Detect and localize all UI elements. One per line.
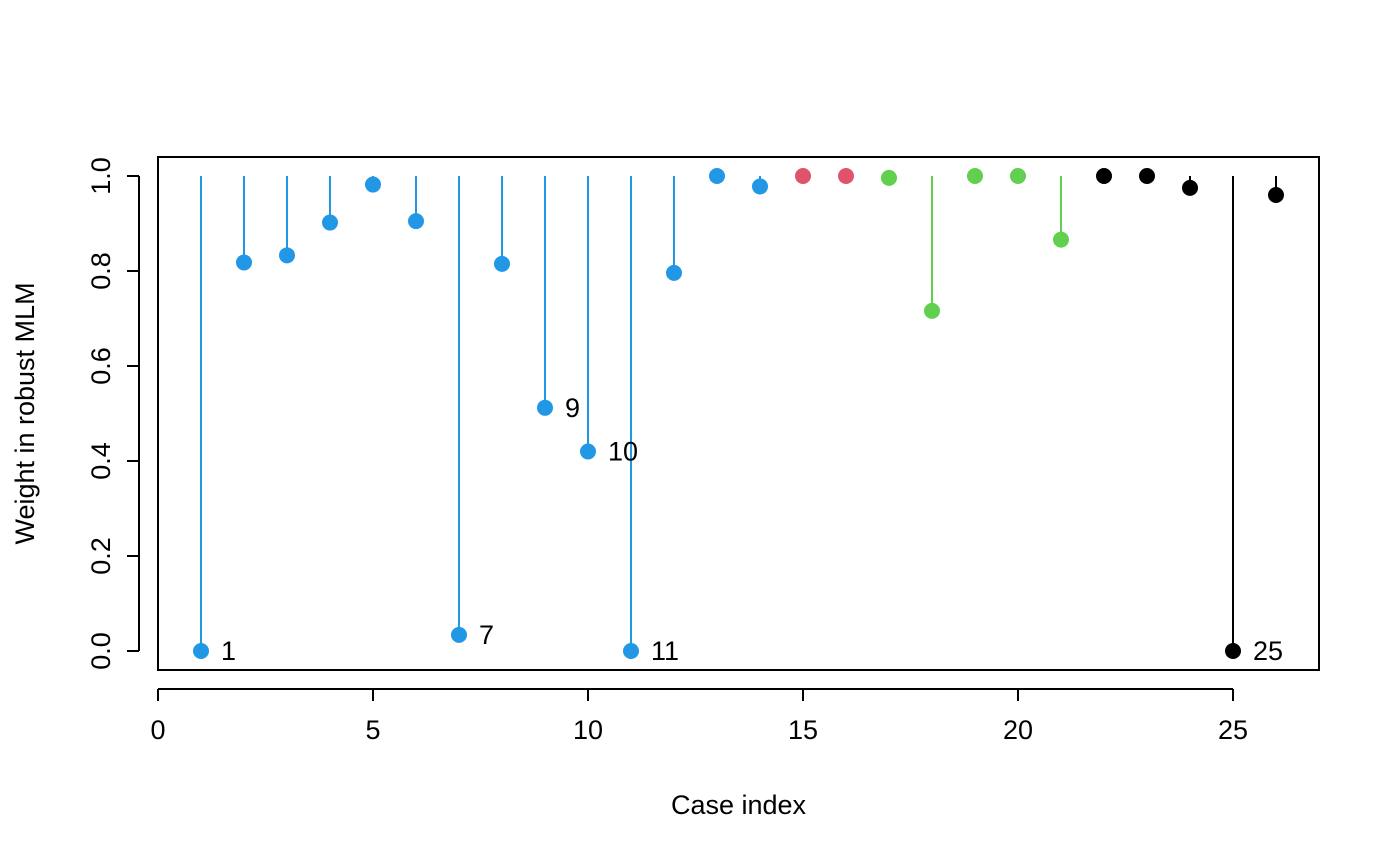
weight-point [967,168,983,184]
weight-point [752,178,768,195]
weight-point [1096,168,1112,184]
y-tick-label: 0.0 [86,632,116,670]
weight-point [924,302,940,319]
weight-point [408,213,424,230]
x-tick-label: 5 [365,715,380,745]
weight-point [193,643,209,659]
weight-point [881,169,897,186]
x-tick-label: 20 [1003,715,1033,745]
weight-point [537,399,553,416]
case-label: 1 [221,636,236,666]
weight-point [322,214,338,231]
weight-point [236,254,252,271]
case-label: 11 [651,636,679,666]
y-tick-label: 1.0 [86,157,116,195]
case-label: 10 [608,437,638,467]
weight-point [838,168,854,184]
y-tick-label: 0.2 [86,537,116,575]
weight-point [1053,231,1069,248]
weight-point [623,643,639,659]
weight-point [1139,168,1155,184]
y-tick-label: 0.6 [86,347,116,385]
weight-point [1225,643,1241,659]
point-layer [193,168,1284,659]
x-tick-label: 15 [788,715,818,745]
weight-point [1268,187,1284,203]
y-tick-label: 0.4 [86,442,116,480]
case-label: 9 [565,393,580,423]
weight-point [666,264,682,281]
case-label: 7 [479,620,494,650]
weight-point [365,176,381,193]
y-axis-label: Weight in robust MLM [10,282,40,544]
weight-point [709,168,725,184]
weight-point [795,168,811,184]
case-label: 25 [1253,636,1283,666]
weight-point [580,443,596,460]
x-axis: 0 5 10 15 20 25 [150,688,1248,745]
x-tick-label: 0 [150,715,165,745]
plot-frame [157,156,1320,671]
x-tick-label: 10 [573,715,603,745]
x-tick-label: 25 [1218,715,1248,745]
y-axis: 0.0 0.2 0.4 0.6 0.8 1.0 [86,157,140,670]
weight-point [1182,179,1198,196]
weight-point [494,255,510,272]
y-tick-label: 0.8 [86,252,116,290]
point-label-layer: 1 7 9 10 11 25 [221,393,1283,666]
weight-point [451,626,467,643]
weight-point [279,247,295,264]
x-axis-label: Case index [671,790,807,820]
weight-point [1010,168,1026,184]
